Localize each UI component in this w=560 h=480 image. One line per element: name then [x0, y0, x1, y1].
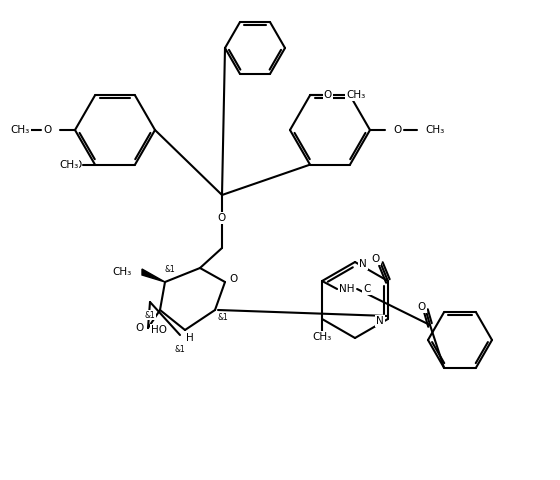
Text: O: O — [73, 160, 81, 169]
Text: N: N — [376, 316, 384, 326]
Text: O: O — [418, 302, 426, 312]
Text: HO: HO — [151, 325, 167, 335]
Text: &1: &1 — [144, 311, 155, 320]
Text: NH: NH — [339, 284, 355, 294]
Text: CH₃: CH₃ — [346, 90, 365, 100]
Text: CH₃: CH₃ — [113, 267, 132, 277]
Text: &1: &1 — [218, 313, 228, 323]
Polygon shape — [142, 269, 165, 282]
Text: CH₃: CH₃ — [425, 125, 444, 135]
Text: O: O — [229, 274, 237, 284]
Text: CH₃: CH₃ — [11, 125, 30, 135]
Text: &1: &1 — [165, 265, 175, 275]
Text: O: O — [218, 213, 226, 223]
Text: O: O — [136, 323, 144, 333]
Text: CH₃: CH₃ — [59, 160, 78, 169]
Text: N: N — [359, 259, 367, 269]
Text: H: H — [186, 333, 194, 343]
Text: O: O — [324, 90, 332, 100]
Text: O: O — [44, 125, 52, 135]
Text: O: O — [372, 254, 380, 264]
Text: C: C — [363, 284, 371, 294]
Text: CH₃: CH₃ — [312, 332, 332, 342]
Text: O: O — [393, 125, 401, 135]
Text: &1: &1 — [175, 346, 185, 355]
